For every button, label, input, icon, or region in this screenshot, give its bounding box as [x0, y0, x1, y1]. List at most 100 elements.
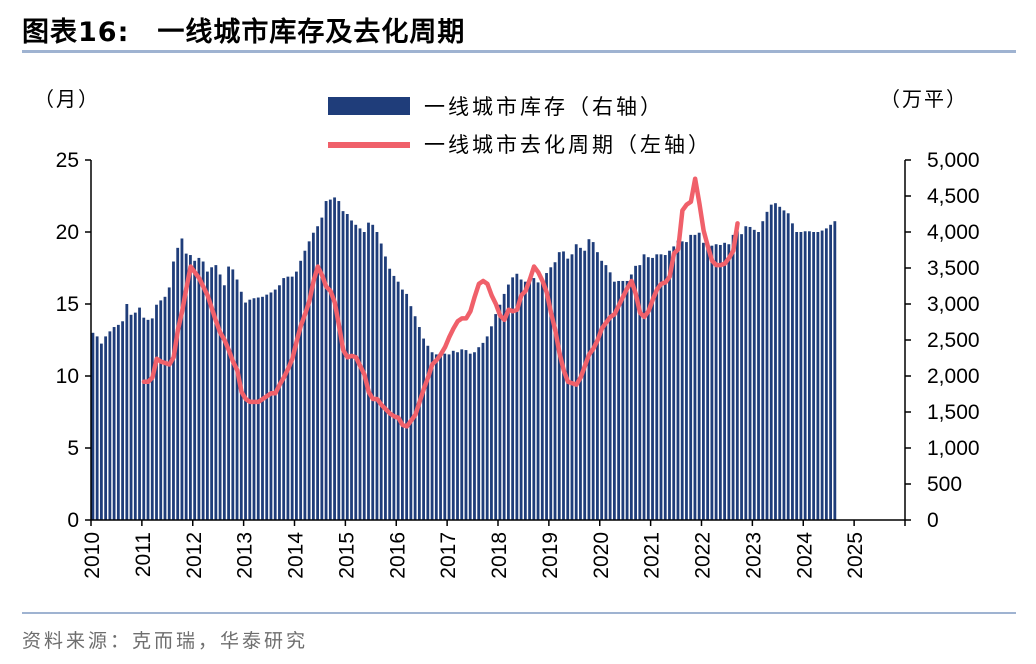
right-tick-label: 2,000 — [927, 365, 980, 388]
inventory-bar — [519, 279, 523, 520]
inventory-bar — [824, 228, 828, 520]
inventory-bar — [205, 271, 209, 520]
inventory-bar — [765, 211, 769, 520]
inventory-bar — [812, 232, 816, 520]
x-tick-label: 2022 — [692, 532, 715, 579]
inventory-bar — [396, 281, 400, 520]
right-tick-label: 1,000 — [927, 437, 980, 460]
inventory-bar — [612, 281, 616, 520]
inventory-bar — [197, 257, 201, 520]
inventory-bar — [320, 217, 324, 520]
inventory-bar — [282, 278, 286, 520]
legend: 一线城市库存（右轴） 一线城市去化周期（左轴） — [328, 95, 709, 157]
figure-label: 图表16: — [22, 17, 130, 48]
inventory-bar — [443, 353, 447, 520]
inventory-bar — [600, 260, 604, 520]
inventory-bar — [278, 285, 281, 520]
inventory-bar — [337, 201, 341, 521]
inventory-bar — [477, 347, 481, 520]
inventory-bar — [553, 262, 557, 520]
inventory-bar — [536, 282, 540, 520]
inventory-bar — [451, 350, 455, 520]
inventory-bar — [142, 317, 146, 520]
inventory-bar — [549, 267, 553, 520]
x-tick-label: 2021 — [641, 532, 664, 579]
inventory-bar — [311, 232, 315, 520]
inventory-bar — [702, 242, 705, 521]
left-tick-label: 10 — [56, 365, 79, 388]
inventory-bar — [799, 232, 803, 520]
inventory-bar — [155, 304, 158, 520]
inventory-bar — [189, 255, 192, 521]
inventory-bar — [392, 275, 396, 520]
inventory-bar — [697, 232, 701, 520]
x-tick-label: 2023 — [742, 532, 765, 579]
left-tick-label: 15 — [56, 293, 79, 316]
inventory-bar — [727, 244, 731, 521]
inventory-bar — [579, 247, 582, 520]
left-tick-label: 0 — [67, 509, 79, 532]
inventory-bar — [138, 307, 141, 520]
inventory-bar — [307, 241, 311, 521]
figure-title: 一线城市库存及去化周期 — [157, 17, 466, 48]
inventory-bar — [201, 261, 205, 520]
inventory-bar — [791, 223, 794, 521]
inventory-bar — [341, 211, 345, 520]
inventory-bar — [583, 250, 587, 520]
inventory-bar — [515, 273, 519, 520]
inventory-bar — [248, 299, 252, 520]
inventory-bar — [214, 265, 218, 520]
inventory-bar — [95, 336, 99, 520]
right-tick-label: 5,000 — [927, 149, 980, 172]
inventory-bars — [91, 197, 837, 521]
inventory-bar — [286, 276, 290, 520]
inventory-bar — [324, 201, 328, 521]
inventory-bar — [591, 242, 595, 520]
inventory-bar — [545, 273, 548, 520]
inventory-bar — [401, 289, 404, 520]
inventory-bar — [774, 203, 777, 520]
inventory-bar — [222, 285, 226, 520]
inventory-bar — [786, 213, 790, 520]
clearance-cycle-line — [141, 176, 740, 429]
x-tick-label: 2019 — [539, 532, 562, 579]
inventory-bar — [689, 234, 693, 520]
inventory-bar — [693, 234, 697, 520]
inventory-bar — [218, 274, 222, 520]
inventory-bar — [239, 291, 243, 520]
x-tick-label: 2017 — [437, 532, 460, 579]
legend-bars-swatch — [328, 97, 410, 115]
x-tick-label: 2010 — [81, 532, 104, 579]
x-tick-label: 2024 — [793, 532, 816, 579]
inventory-bar — [133, 312, 137, 520]
inventory-bar — [388, 268, 392, 520]
right-tick-label: 3,000 — [927, 293, 980, 316]
inventory-bar — [604, 265, 608, 520]
inventory-bar — [752, 229, 756, 520]
inventory-bar — [150, 318, 154, 520]
inventory-bar — [723, 242, 727, 521]
top-rule — [22, 50, 1016, 53]
inventory-bar — [184, 253, 188, 520]
inventory-bar — [468, 353, 472, 520]
inventory-bar — [744, 226, 748, 521]
inventory-bar — [782, 210, 786, 520]
inventory-bar — [668, 250, 671, 520]
x-tick-label: 2014 — [285, 532, 308, 579]
inventory-bar — [125, 304, 129, 520]
inventory-bar — [634, 265, 637, 520]
x-tick-label: 2016 — [386, 532, 409, 579]
inventory-bar — [769, 204, 773, 520]
inventory-bar — [617, 280, 621, 520]
inventory-bar — [375, 232, 379, 520]
chart-title: 图表16: 一线城市库存及去化周期 — [22, 10, 465, 49]
axes: 051015202505001,0001,5002,0002,5003,0003… — [56, 149, 980, 579]
inventory-bar — [104, 336, 108, 520]
inventory-bar — [210, 267, 214, 520]
inventory-bar — [146, 319, 150, 520]
inventory-bar — [129, 314, 133, 520]
x-tick-label: 2013 — [234, 532, 257, 579]
inventory-bar — [676, 240, 680, 520]
inventory-bar — [384, 256, 387, 520]
clearance-line-layer — [141, 176, 740, 429]
